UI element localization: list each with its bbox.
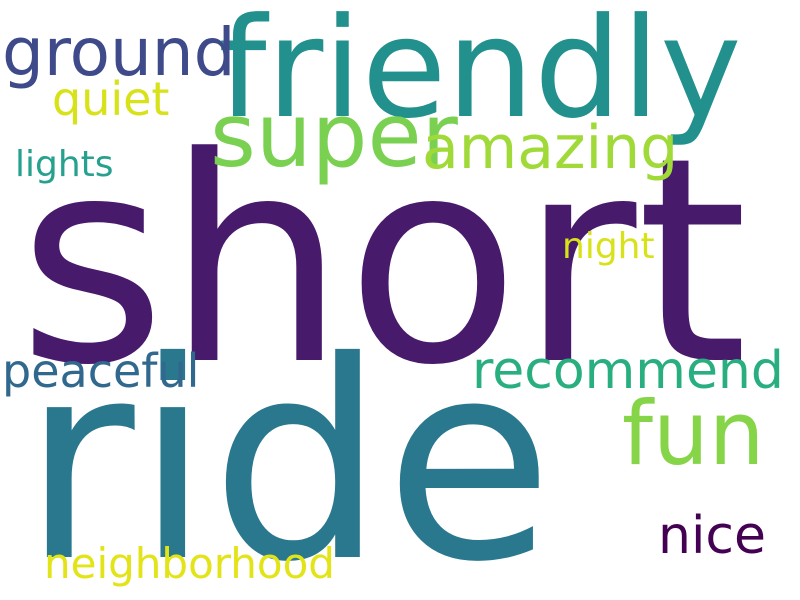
word-friendly: friendly <box>218 0 742 149</box>
word-ride: ride <box>22 303 554 600</box>
word-lights: lights <box>15 144 114 185</box>
word-amazing: amazing <box>422 113 679 183</box>
word-night: night <box>562 226 655 267</box>
word-recommend: recommend <box>472 341 784 401</box>
word-fun: fun <box>622 382 765 485</box>
word-neighborhood: neighborhood <box>44 539 335 588</box>
word-ground: ground <box>2 14 236 91</box>
word-short: short <box>18 96 748 427</box>
word-super: super <box>210 84 458 187</box>
word-quiet: quiet <box>52 72 170 126</box>
word-nice: nice <box>658 506 766 566</box>
word-peaceful: peaceful <box>2 344 200 398</box>
